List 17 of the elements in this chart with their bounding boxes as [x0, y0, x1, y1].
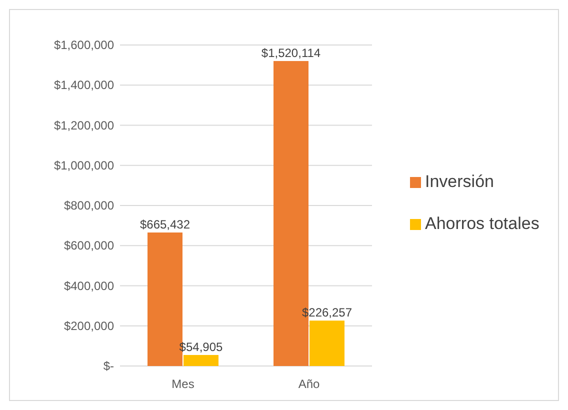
y-tick-label: $1,200,000: [54, 118, 114, 132]
bar: [184, 354, 218, 366]
legend-label: Inversión: [425, 172, 494, 191]
x-tick-label: Mes: [172, 377, 194, 391]
y-tick-label: $1,400,000: [54, 78, 114, 92]
y-tick-label: $600,000: [64, 238, 114, 253]
legend-label: Ahorros totales: [425, 214, 540, 233]
bar: [310, 320, 344, 366]
y-tick-label: $1,000,000: [54, 158, 114, 172]
data-label: $665,432: [140, 218, 190, 232]
y-tick-label: $400,000: [64, 278, 114, 293]
y-tick-label: $800,000: [64, 198, 114, 212]
data-label: $1,520,114: [261, 46, 321, 60]
x-tick-label: Año: [298, 377, 320, 391]
y-tick-label: $200,000: [64, 318, 114, 333]
y-tick-label: $1,600,000: [54, 38, 114, 52]
y-tick-label: $-: [103, 359, 114, 373]
